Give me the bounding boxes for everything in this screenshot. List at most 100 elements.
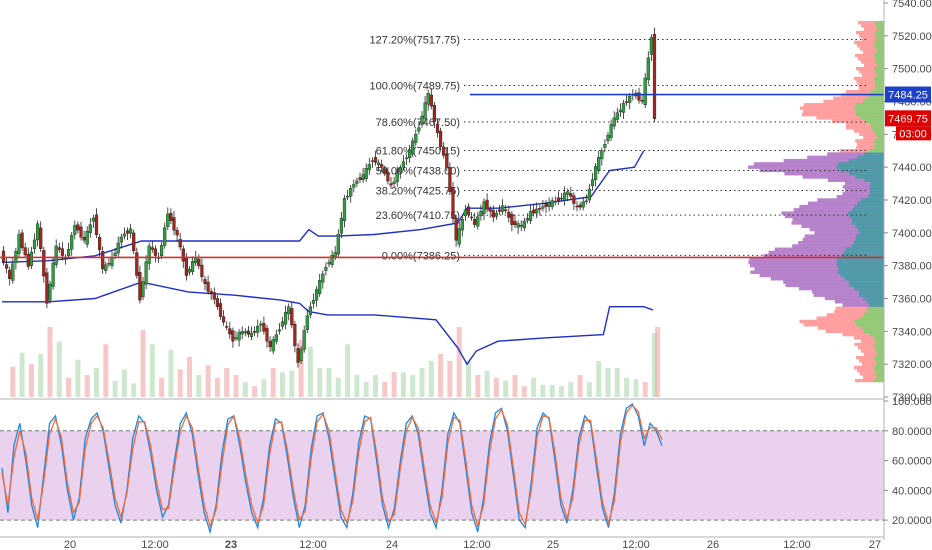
volume-bar bbox=[214, 377, 220, 397]
volume-profile-bar-core bbox=[841, 254, 884, 258]
volume-profile-bar bbox=[855, 66, 884, 71]
candle-body bbox=[386, 171, 390, 182]
volume-profile-bar-core bbox=[836, 257, 884, 261]
volume-profile-bar bbox=[859, 132, 884, 137]
fibonacci-levels: 127.20%(7517.75) 100.00%(7489.75) 78.60%(7… bbox=[369, 35, 866, 262]
volume-profile-bar-core bbox=[874, 80, 884, 84]
volume-profile-bar bbox=[759, 273, 884, 278]
volume-bar bbox=[438, 354, 444, 397]
volume-profile-bar-core bbox=[875, 34, 884, 38]
candle-body bbox=[79, 226, 83, 238]
candle-body bbox=[535, 208, 539, 214]
volume-profile-bar-core bbox=[876, 362, 884, 366]
candle-body bbox=[122, 233, 126, 237]
volume-profile-bar bbox=[809, 227, 884, 232]
candle-body bbox=[73, 225, 77, 235]
candle-body bbox=[218, 303, 223, 317]
volume-profile-bar-core bbox=[875, 70, 884, 74]
time-axis-label: 23 bbox=[225, 539, 237, 550]
volume-profile-bar bbox=[824, 296, 884, 301]
volume-profile-bar bbox=[793, 208, 884, 212]
price-axis-tick-label: 7420.00 bbox=[892, 195, 932, 207]
candle-body bbox=[141, 281, 145, 298]
time-axis-label: 12:00 bbox=[783, 539, 811, 550]
candle-body bbox=[39, 227, 43, 249]
candle-body bbox=[45, 272, 49, 304]
candle-body bbox=[494, 212, 498, 217]
volume-profile-bar bbox=[863, 63, 884, 68]
volume-profile-bar bbox=[842, 185, 884, 189]
candle-body bbox=[203, 279, 207, 284]
volume-profile-bar bbox=[854, 342, 884, 347]
time-axis-label: 27 bbox=[869, 539, 881, 550]
volume-profile-bar bbox=[858, 83, 884, 87]
volume-profile-bar bbox=[861, 73, 884, 77]
time-axis-label: 26 bbox=[707, 539, 719, 550]
candle-body bbox=[339, 218, 343, 234]
candle-body bbox=[315, 289, 319, 301]
candle-body bbox=[318, 280, 322, 294]
candle-body bbox=[70, 235, 74, 250]
candle-body bbox=[268, 340, 272, 348]
volume-profile-bar bbox=[832, 119, 884, 123]
volume-profile-bar-core bbox=[848, 211, 884, 215]
candles bbox=[1, 27, 657, 368]
candle-body bbox=[364, 168, 368, 179]
candle-body bbox=[32, 239, 37, 249]
volume-bar bbox=[410, 375, 416, 397]
volume-profile-bar bbox=[857, 346, 884, 350]
volume-profile-bar bbox=[857, 43, 884, 48]
candle-body bbox=[187, 269, 192, 273]
candle-body bbox=[42, 250, 46, 277]
candle-body bbox=[404, 157, 409, 160]
candle-body bbox=[290, 308, 294, 326]
volume-bar bbox=[633, 379, 639, 397]
level-price-badge-text: 7484.25 bbox=[888, 90, 928, 102]
price-badges: 7484.25 7469.75 03:00 bbox=[885, 86, 931, 141]
candle-body bbox=[603, 143, 607, 148]
volume-bar bbox=[252, 386, 258, 397]
volume-profile-bar-core bbox=[874, 369, 884, 373]
volume-bar bbox=[307, 347, 313, 397]
candle-body bbox=[361, 174, 365, 180]
volume-profile-bar bbox=[791, 221, 884, 225]
candle-body bbox=[547, 202, 551, 207]
volume-bar bbox=[568, 382, 574, 397]
volume-profile-bar bbox=[839, 149, 884, 153]
countdown-badge bbox=[896, 126, 931, 141]
volume-profile-bar-core bbox=[873, 378, 884, 383]
price-axis-tick-label: 7540.00 bbox=[892, 0, 932, 10]
volume-profile-bar-core bbox=[870, 126, 884, 130]
candle-body bbox=[352, 184, 356, 188]
candle-body bbox=[392, 181, 396, 184]
candle-body bbox=[48, 283, 52, 301]
candle-body bbox=[107, 263, 111, 265]
candle-body bbox=[163, 227, 167, 246]
candle-body bbox=[566, 191, 570, 195]
volume-profile-bar bbox=[783, 280, 884, 284]
time-axis-label: 24 bbox=[386, 539, 398, 550]
volume-bar bbox=[586, 382, 592, 397]
volume-profile-bar bbox=[781, 211, 884, 215]
candle-body bbox=[528, 211, 533, 221]
volume-profile-bar bbox=[802, 175, 884, 179]
candle-body bbox=[212, 292, 216, 300]
candle-body bbox=[463, 209, 467, 217]
volume-profile-bar bbox=[861, 362, 884, 366]
volume-profile-bar-core bbox=[863, 313, 884, 317]
candle-body bbox=[57, 247, 61, 250]
volume-profile-bar bbox=[842, 332, 884, 337]
candle-body bbox=[194, 257, 198, 264]
candle-body bbox=[246, 330, 250, 335]
volume-profile-bar-core bbox=[875, 24, 884, 28]
volume-profile-bar-core bbox=[848, 280, 884, 284]
candle-body bbox=[169, 212, 173, 221]
fib-level-label: 23.60%(7410.75) bbox=[376, 210, 460, 222]
volume-profile-bar-core bbox=[845, 247, 884, 251]
last-price-badge-text: 7469.75 bbox=[888, 113, 928, 125]
volume-bar bbox=[521, 386, 527, 397]
volume-profile-bar-core bbox=[853, 240, 884, 245]
volume-bar bbox=[400, 372, 406, 397]
fib-level-label: 100.00%(7489.75) bbox=[369, 80, 460, 92]
candle-body bbox=[82, 237, 86, 241]
